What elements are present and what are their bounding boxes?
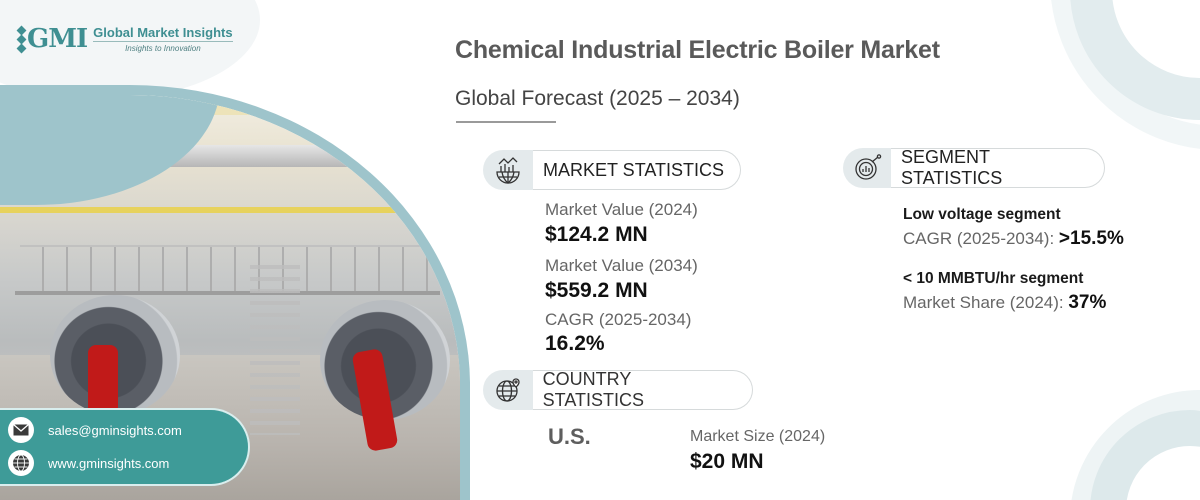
globe-icon xyxy=(8,450,34,476)
country-market-size-label: Market Size (2024) xyxy=(690,428,826,445)
contact-website[interactable]: www.gminsights.com xyxy=(8,450,169,476)
gmi-logo[interactable]: GMI Global Market Insights Insights to I… xyxy=(16,24,233,54)
segment-mmbtu-metric: Market Share (2024): 37% xyxy=(903,292,1106,314)
decor-arc-bottom-right xyxy=(1090,410,1200,500)
cagr-value: 16.2% xyxy=(545,332,605,355)
catwalk-platform xyxy=(20,245,450,295)
market-value-2024: $124.2 MN xyxy=(545,223,648,246)
logo-letters: GMI xyxy=(27,24,88,54)
segment-low-voltage-metric: CAGR (2025-2034): >15.5% xyxy=(903,228,1124,250)
segment-low-voltage-name: Low voltage segment xyxy=(903,206,1061,223)
market-statistics-header: MARKET STATISTICS xyxy=(483,150,743,190)
segment-mmbtu-name: < 10 MMBTU/hr segment xyxy=(903,270,1084,287)
globe-pin-icon xyxy=(483,370,533,410)
segment-low-voltage-metric-label: CAGR (2025-2034): xyxy=(903,229,1059,248)
segment-mmbtu-value: 37% xyxy=(1068,292,1107,313)
brand-tagline: Insights to Innovation xyxy=(125,44,201,53)
country-statistics-header: COUNTRY STATISTICS xyxy=(483,369,753,410)
segment-statistics-title: SEGMENT STATISTICS xyxy=(890,147,1105,188)
country-statistics-title: COUNTRY STATISTICS xyxy=(532,369,753,410)
page-title: Chemical Industrial Electric Boiler Mark… xyxy=(455,36,940,64)
contact-email[interactable]: sales@gminsights.com xyxy=(8,417,182,443)
country-name: U.S. xyxy=(548,424,591,449)
contact-banner: sales@gminsights.com www.gminsights.com xyxy=(0,408,250,486)
envelope-icon xyxy=(8,417,34,443)
pie-target-icon xyxy=(843,148,891,188)
brand-name: Global Market Insights xyxy=(93,25,233,42)
market-value-2024-label: Market Value (2024) xyxy=(545,200,698,219)
stairs xyxy=(250,265,300,435)
decor-arc-top-right xyxy=(1070,0,1200,120)
logo-text: Global Market Insights Insights to Innov… xyxy=(93,25,233,53)
market-statistics-title: MARKET STATISTICS xyxy=(533,150,742,190)
logo-mark: GMI xyxy=(16,24,88,54)
page-subtitle: Global Forecast (2025 – 2034) xyxy=(455,87,740,110)
segment-low-voltage-value: >15.5% xyxy=(1058,228,1124,249)
market-value-2034-label: Market Value (2034) xyxy=(545,256,698,275)
email-link[interactable]: sales@gminsights.com xyxy=(48,422,182,438)
logo-diamond-icon xyxy=(16,25,27,53)
country-market-size-value: $20 MN xyxy=(690,450,764,473)
segment-statistics-header: SEGMENT STATISTICS xyxy=(843,147,1105,188)
cagr-label: CAGR (2025-2034) xyxy=(545,310,692,329)
chart-globe-icon xyxy=(483,150,533,190)
title-divider xyxy=(456,121,556,123)
market-value-2034: $559.2 MN xyxy=(545,279,648,302)
website-link[interactable]: www.gminsights.com xyxy=(48,455,170,471)
segment-mmbtu-metric-label: Market Share (2024): xyxy=(903,293,1069,312)
